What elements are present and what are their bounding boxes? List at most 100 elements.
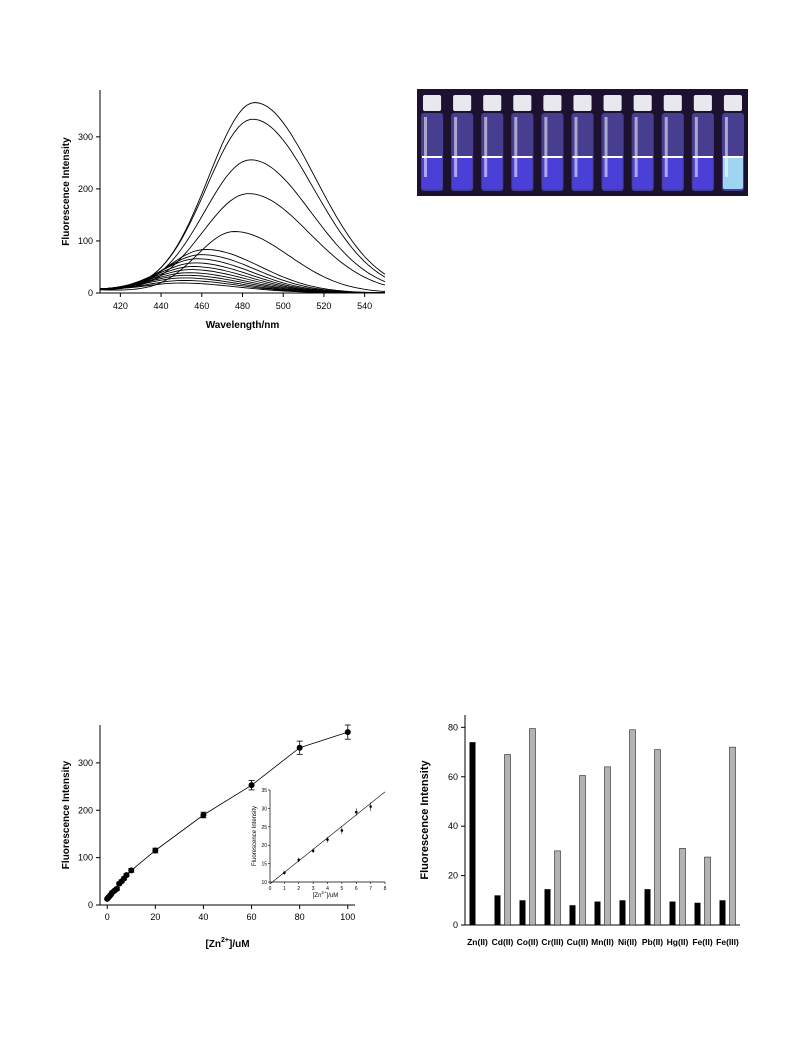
inset-data-point bbox=[283, 871, 286, 875]
inset-x-axis-title-sup: 2+ bbox=[321, 890, 327, 895]
data-point bbox=[128, 867, 135, 874]
bar-cdii-1 bbox=[494, 895, 501, 925]
spectrum-line-11 bbox=[99, 269, 386, 294]
inset-y-tick-label: 20 bbox=[261, 843, 267, 849]
x-tick-label: 100 bbox=[340, 912, 355, 922]
x-tick-label: 420 bbox=[113, 301, 128, 311]
vial-solution bbox=[602, 157, 623, 189]
bar-mnii-2 bbox=[604, 766, 611, 926]
y-tick-label: 40 bbox=[448, 821, 458, 831]
vial-highlight bbox=[634, 117, 638, 177]
vial-highlight bbox=[604, 117, 608, 177]
inset-x-tick-label: 7 bbox=[369, 886, 372, 892]
vial-solution bbox=[572, 157, 593, 189]
bar-cuii-1 bbox=[569, 905, 576, 925]
vial-highlight bbox=[544, 117, 548, 177]
bar-cuii-2 bbox=[579, 775, 586, 926]
vial-solution bbox=[722, 157, 743, 189]
vial-solution bbox=[542, 157, 563, 189]
x-category-label: Zn(II) bbox=[467, 937, 488, 947]
inset-data-point bbox=[297, 858, 301, 862]
y-tick-label: 100 bbox=[78, 853, 93, 863]
vial-highlight bbox=[484, 117, 488, 177]
spectrum-line-16 bbox=[100, 282, 385, 294]
x-category-label: Fe(III) bbox=[716, 937, 739, 947]
data-point bbox=[248, 782, 255, 789]
x-tick-label: 460 bbox=[194, 301, 209, 311]
vials-photo bbox=[417, 89, 748, 196]
inset-x-axis-title-tail: ]/uM bbox=[327, 893, 339, 899]
bar-cdii-2 bbox=[504, 754, 511, 926]
vial-cap bbox=[423, 95, 442, 111]
bar-feiii-2 bbox=[729, 746, 736, 926]
bar-coii-2 bbox=[529, 728, 536, 926]
x-category-label: Mn(II) bbox=[591, 937, 614, 947]
inset-y-tick-label: 25 bbox=[261, 825, 267, 831]
inset-data-point bbox=[311, 849, 315, 853]
spectrum-line-5 bbox=[99, 231, 386, 292]
inset-x-tick-label: 3 bbox=[312, 886, 315, 892]
y-axis-title: Fluorescence Intensity bbox=[61, 760, 72, 869]
y-tick-label: 200 bbox=[78, 184, 93, 194]
vial-solution bbox=[482, 157, 503, 189]
x-tick-label: 60 bbox=[247, 912, 257, 922]
selectivity-chart-svg: 0 20 40 60 80 Fluorescence Intensity Zn(II) Cd(… bbox=[419, 715, 740, 947]
bar-hgii-1 bbox=[669, 901, 676, 925]
vial-cap bbox=[603, 95, 622, 111]
y-tick-label: 0 bbox=[88, 288, 93, 298]
x-tick-label: 40 bbox=[198, 912, 208, 922]
inset-data-point bbox=[354, 810, 358, 814]
x-tick-label: 440 bbox=[154, 301, 169, 311]
titration-chart: 0 100 200 300 0 20 40 60 80 100 [Zn2+]/uM Fluoresce… bbox=[55, 715, 400, 970]
vial-cap bbox=[663, 95, 682, 111]
bar-pbii-1 bbox=[644, 889, 651, 925]
x-axis-title-sup: 2+ bbox=[221, 937, 229, 944]
vial-cap bbox=[723, 95, 742, 111]
y-tick-label: 80 bbox=[448, 722, 458, 732]
spectra-chart: 0 100 200 300 420 440 460 480 500 520 540 Wavelengt… bbox=[55, 80, 395, 345]
inset-x-tick-label: 1 bbox=[283, 886, 286, 892]
bar-hgii-2 bbox=[679, 848, 686, 926]
x-axis-title: [Zn2+]/uM bbox=[205, 937, 249, 950]
vial-cap bbox=[573, 95, 592, 111]
vial-cap bbox=[513, 95, 532, 111]
vial-highlight bbox=[424, 117, 427, 177]
x-tick-label: 480 bbox=[235, 301, 250, 311]
x-tick-label: 520 bbox=[316, 301, 331, 311]
vial-highlight bbox=[664, 117, 668, 177]
bar-znii-1 bbox=[469, 742, 476, 925]
x-tick-label: 500 bbox=[276, 301, 291, 311]
bar-pbii-2 bbox=[654, 749, 661, 926]
inset-data-point bbox=[369, 805, 372, 808]
x-category-label: Ni(II) bbox=[618, 937, 637, 947]
bar-feii-2 bbox=[704, 856, 711, 926]
x-category-label: Cd(II) bbox=[492, 937, 514, 947]
x-category-label: Pb(II) bbox=[642, 937, 663, 947]
inset-data-point bbox=[340, 829, 344, 832]
x-axis-title-main: [Zn bbox=[205, 939, 221, 950]
bar-niii-1 bbox=[619, 900, 626, 925]
inset-x-axis-title-main: [Zn bbox=[313, 893, 322, 899]
vial-solution bbox=[452, 157, 473, 189]
vials-photo-svg bbox=[417, 89, 748, 196]
x-axis-title-tail: ]/uM bbox=[229, 939, 250, 950]
inset-data-point bbox=[326, 838, 329, 841]
data-point bbox=[344, 729, 351, 736]
y-axis-title: Fluorescence Intensity bbox=[419, 760, 431, 880]
inset-x-tick-label: 8 bbox=[384, 886, 387, 892]
bar-feii-1 bbox=[694, 902, 701, 925]
y-tick-label: 100 bbox=[78, 236, 93, 246]
y-tick-label: 0 bbox=[88, 900, 93, 910]
inset-x-tick-label: 5 bbox=[340, 886, 343, 892]
titration-line bbox=[106, 731, 348, 900]
data-point bbox=[113, 885, 120, 892]
bar-coii-1 bbox=[519, 900, 526, 925]
spectra-chart-svg: 0 100 200 300 420 440 460 480 500 520 540 Wavelengt… bbox=[61, 90, 386, 331]
x-category-label: Hg(II) bbox=[667, 937, 689, 947]
vial-cap bbox=[633, 95, 652, 111]
inset-x-tick-label: 6 bbox=[355, 886, 358, 892]
inset-x-axis-title: [Zn2+]/uM bbox=[313, 890, 338, 899]
data-point bbox=[296, 744, 303, 751]
spectrum-line-4 bbox=[100, 193, 386, 290]
